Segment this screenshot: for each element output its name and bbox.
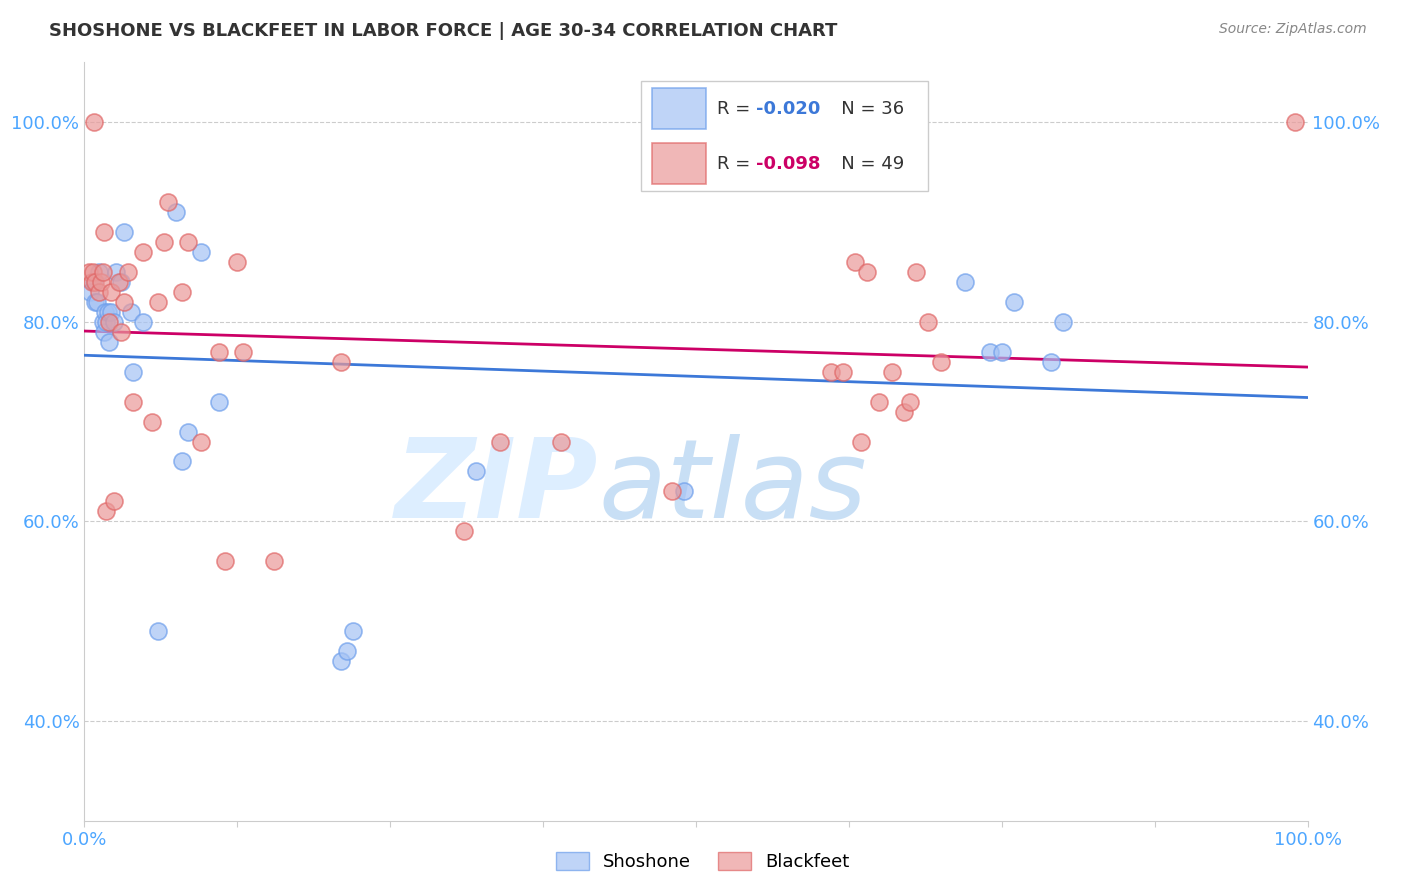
Point	[82, 265, 104, 279]
Point	[83, 275, 105, 289]
Point	[87, 265, 110, 279]
Point	[103, 315, 125, 329]
Point	[880, 365, 903, 379]
Point	[141, 415, 163, 429]
Point	[80, 275, 103, 289]
Text: R =: R =	[717, 155, 756, 173]
Point	[208, 344, 231, 359]
Text: Source: ZipAtlas.com: Source: ZipAtlas.com	[1219, 22, 1367, 37]
Point	[330, 355, 353, 369]
Point	[831, 365, 853, 379]
Point	[190, 244, 212, 259]
Point	[110, 275, 132, 289]
FancyBboxPatch shape	[641, 81, 928, 191]
Point	[869, 394, 891, 409]
Point	[146, 294, 169, 309]
Point	[132, 244, 155, 259]
Point	[849, 434, 872, 449]
Point	[342, 624, 364, 639]
Point	[122, 365, 145, 379]
Point	[190, 434, 212, 449]
Point	[96, 315, 118, 329]
Point	[77, 265, 100, 279]
Point	[177, 425, 200, 439]
Point	[79, 285, 101, 299]
Point	[94, 305, 117, 319]
Point	[1002, 294, 1025, 309]
Point	[929, 355, 952, 369]
Point	[87, 285, 110, 299]
Point	[856, 265, 879, 279]
Point	[91, 315, 114, 329]
Point	[232, 344, 254, 359]
Point	[672, 484, 695, 499]
Point	[100, 285, 122, 299]
Point	[226, 255, 249, 269]
Point	[84, 294, 107, 309]
Point	[117, 265, 139, 279]
Point	[330, 654, 353, 668]
Point	[917, 315, 939, 329]
Text: SHOSHONE VS BLACKFEET IN LABOR FORCE | AGE 30-34 CORRELATION CHART: SHOSHONE VS BLACKFEET IN LABOR FORCE | A…	[49, 22, 838, 40]
Point	[172, 285, 194, 299]
Text: -0.098: -0.098	[756, 155, 821, 173]
Point	[146, 624, 169, 639]
Point	[453, 524, 475, 539]
Point	[97, 334, 120, 349]
Point	[208, 394, 231, 409]
Text: -0.020: -0.020	[756, 100, 820, 118]
Point	[844, 255, 866, 269]
Point	[263, 554, 285, 568]
Point	[120, 305, 142, 319]
Point	[83, 115, 105, 129]
Point	[107, 275, 129, 289]
Point	[550, 434, 572, 449]
Point	[122, 394, 145, 409]
Point	[177, 235, 200, 249]
Point	[97, 315, 120, 329]
Point	[336, 644, 359, 658]
Point	[898, 394, 921, 409]
Point	[110, 325, 132, 339]
Point	[953, 275, 976, 289]
Point	[165, 205, 187, 219]
Point	[1052, 315, 1074, 329]
Point	[979, 344, 1001, 359]
Point	[112, 294, 135, 309]
Text: atlas: atlas	[598, 434, 866, 541]
Legend: Shoshone, Blackfeet: Shoshone, Blackfeet	[550, 846, 856, 879]
Point	[991, 344, 1014, 359]
Point	[105, 265, 128, 279]
Point	[93, 225, 115, 239]
Point	[93, 325, 115, 339]
Point	[100, 305, 122, 319]
Point	[489, 434, 512, 449]
Point	[893, 404, 915, 418]
Point	[132, 315, 155, 329]
FancyBboxPatch shape	[652, 88, 706, 129]
Text: R =: R =	[717, 100, 756, 118]
Point	[1284, 115, 1306, 129]
Point	[156, 195, 179, 210]
Text: N = 36: N = 36	[824, 100, 904, 118]
Point	[103, 494, 125, 508]
Point	[91, 265, 114, 279]
FancyBboxPatch shape	[652, 144, 706, 185]
Point	[661, 484, 683, 499]
Point	[112, 225, 135, 239]
Point	[90, 275, 112, 289]
Point	[464, 465, 486, 479]
Point	[86, 294, 108, 309]
Point	[214, 554, 236, 568]
Text: N = 49: N = 49	[824, 155, 904, 173]
Point	[97, 305, 120, 319]
Text: ZIP: ZIP	[395, 434, 598, 541]
Point	[84, 275, 107, 289]
Point	[153, 235, 176, 249]
Point	[172, 454, 194, 468]
Point	[820, 365, 842, 379]
Point	[1039, 355, 1062, 369]
Point	[905, 265, 928, 279]
Point	[96, 504, 118, 518]
